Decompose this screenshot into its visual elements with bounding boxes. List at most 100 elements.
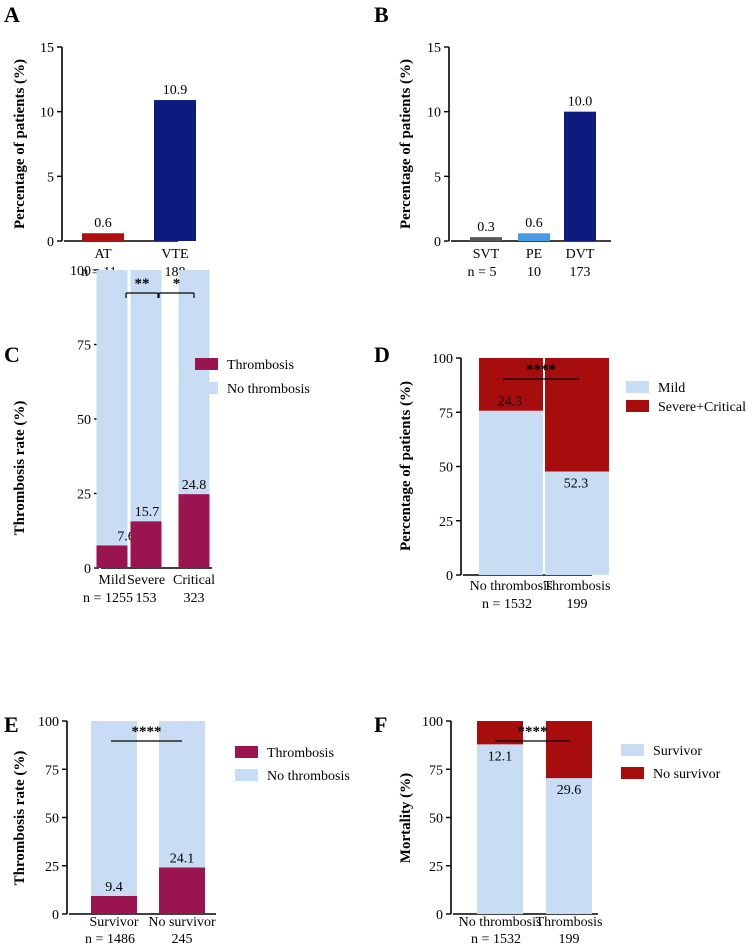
bar-vte xyxy=(154,100,196,241)
panel-label: D xyxy=(374,342,390,367)
y-tick-label: 25 xyxy=(439,515,453,530)
bar-value-label: 52.3 xyxy=(564,476,589,491)
bar-value-label: 12.1 xyxy=(488,749,513,764)
y-tick-label: 0 xyxy=(434,235,441,250)
panel-label: F xyxy=(374,712,387,737)
y-axis-label: Percentage of patients (%) xyxy=(398,381,414,551)
n-label: n = 1532 xyxy=(471,932,521,945)
significance-label: ** xyxy=(135,276,150,292)
category-label: Thrombosis xyxy=(544,579,611,594)
y-tick-label: 50 xyxy=(429,812,443,827)
n-label: 199 xyxy=(567,597,588,612)
panel-label: B xyxy=(374,2,389,27)
category-label: Thrombosis xyxy=(536,915,603,930)
bar-value-label: 7.6 xyxy=(117,529,135,544)
bar-segment-severe-critical xyxy=(545,358,609,472)
legend-swatch xyxy=(235,746,258,758)
n-label: 173 xyxy=(570,265,591,280)
panel-label: A xyxy=(4,2,20,27)
y-tick-label: 10 xyxy=(40,106,54,121)
bar-value-label: 24.8 xyxy=(182,478,207,493)
y-tick-label: 25 xyxy=(45,860,59,875)
bar-segment-no-thrombosis xyxy=(159,721,205,868)
bar-segment-thrombosis xyxy=(130,521,162,568)
bar-value-label: 29.6 xyxy=(557,783,582,798)
bar-value-label: 10.0 xyxy=(568,95,593,110)
y-tick-label: 100 xyxy=(422,715,443,730)
panel-d: D Percentage of patients (%) 0 25 50 75 100 24.… xyxy=(374,342,746,612)
legend-swatch xyxy=(621,767,644,779)
panel-label: C xyxy=(4,342,20,367)
category-label: Mild xyxy=(98,573,125,588)
bar-segment-mild xyxy=(545,471,609,575)
y-tick-label: 75 xyxy=(77,339,91,354)
category-label: AT xyxy=(94,247,112,262)
legend-swatch xyxy=(621,744,644,756)
y-tick-label: 50 xyxy=(439,461,453,476)
panel-label: E xyxy=(4,712,19,737)
legend-swatch xyxy=(235,769,258,781)
legend-swatch xyxy=(195,382,218,394)
bar-value-label: 0.6 xyxy=(525,216,543,231)
y-tick-label: 25 xyxy=(77,488,91,503)
y-tick-label: 0 xyxy=(436,908,443,923)
panel-e: E Thrombosis rate (%) 0 25 50 75 100 9.4 24.1 Sur… xyxy=(4,712,350,945)
y-tick-label: 0 xyxy=(84,562,91,577)
significance-label: * xyxy=(173,276,181,292)
significance-label: **** xyxy=(518,724,548,740)
bar-segment-no-thrombosis xyxy=(96,270,128,546)
y-axis-label: Thrombosis rate (%) xyxy=(12,401,28,536)
y-tick-label: 0 xyxy=(446,569,453,584)
y-axis-label: Percentage of patients (%) xyxy=(12,59,28,229)
panel-a: A Percentage of patients (%) 0 5 10 15 0.6 10.9… xyxy=(4,2,196,280)
y-tick-label: 50 xyxy=(77,413,91,428)
category-label: No thrombosis xyxy=(470,579,553,594)
bar-segment-survivor xyxy=(477,744,523,914)
bar-at xyxy=(82,233,124,241)
legend-label: Survivor xyxy=(653,744,702,759)
y-tick-label: 5 xyxy=(434,170,441,185)
legend-label: Severe+Critical xyxy=(658,400,746,415)
category-label: Severe xyxy=(127,573,165,588)
bar-segment-no-thrombosis xyxy=(130,270,162,522)
legend-label: No thrombosis xyxy=(267,769,350,784)
bar-value-label: 15.7 xyxy=(135,505,160,520)
y-axis-label: Percentage of patients (%) xyxy=(398,59,414,229)
legend-label: No thrombosis xyxy=(227,382,310,397)
bar-segment-thrombosis xyxy=(159,867,205,914)
legend-label: Thrombosis xyxy=(227,358,294,373)
significance-label: **** xyxy=(132,724,162,740)
bar-value-label: 24.1 xyxy=(170,851,195,866)
category-label: SVT xyxy=(473,247,500,262)
bar-segment-severe-critical xyxy=(479,358,543,411)
y-tick-label: 50 xyxy=(45,812,59,827)
n-label: n = 1486 xyxy=(85,932,135,945)
panel-b: B Percentage of patients (%) 0 5 10 15 0.3 0.6 1… xyxy=(374,2,611,280)
category-label: Critical xyxy=(173,573,215,588)
bar-value-label: 9.4 xyxy=(105,880,123,895)
bar-value-label: 0.3 xyxy=(477,220,495,235)
n-label: 153 xyxy=(136,591,157,606)
n-label: 199 xyxy=(559,932,580,945)
panel-c: C Thrombosis rate (%) 0 25 50 75 100 7.615.7 24.… xyxy=(4,264,310,606)
n-label: n = 1532 xyxy=(482,597,532,612)
y-tick-label: 100 xyxy=(38,715,59,730)
bar-value-label: 24.3 xyxy=(498,395,523,410)
y-tick-label: 75 xyxy=(429,763,443,778)
y-tick-label: 15 xyxy=(427,41,441,56)
n-label: 245 xyxy=(172,932,193,945)
y-tick-label: 100 xyxy=(432,352,453,367)
significance-label: **** xyxy=(526,362,556,378)
n-label: 10 xyxy=(527,265,541,280)
legend-label: Thrombosis xyxy=(267,746,334,761)
bar-svt xyxy=(470,237,502,241)
y-tick-label: 0 xyxy=(47,235,54,250)
n-label: 323 xyxy=(184,591,205,606)
category-label: Survivor xyxy=(90,915,139,930)
y-tick-label: 0 xyxy=(52,908,59,923)
category-label: No survivor xyxy=(148,915,216,930)
legend-label: Mild xyxy=(658,381,685,396)
bar-value-label: 10.9 xyxy=(163,83,188,98)
bar-pe xyxy=(518,233,550,241)
